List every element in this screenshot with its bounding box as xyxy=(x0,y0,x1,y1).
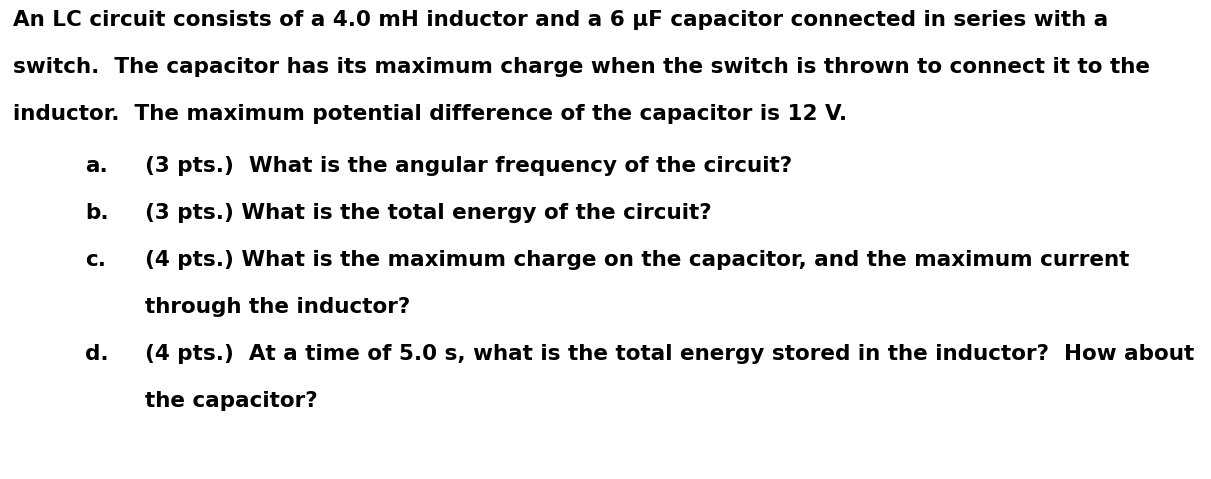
Text: (4 pts.)  At a time of 5.0 s, what is the total energy stored in the inductor?  : (4 pts.) At a time of 5.0 s, what is the… xyxy=(145,344,1194,364)
Text: a.: a. xyxy=(85,156,108,176)
Text: switch.  The capacitor has its maximum charge when the switch is thrown to conne: switch. The capacitor has its maximum ch… xyxy=(13,57,1150,77)
Text: the capacitor?: the capacitor? xyxy=(145,391,317,411)
Text: (3 pts.)  What is the angular frequency of the circuit?: (3 pts.) What is the angular frequency o… xyxy=(145,156,792,176)
Text: b.: b. xyxy=(85,203,109,223)
Text: c.: c. xyxy=(85,250,107,270)
Text: through the inductor?: through the inductor? xyxy=(145,297,411,317)
Text: d.: d. xyxy=(85,344,109,364)
Text: (3 pts.) What is the total energy of the circuit?: (3 pts.) What is the total energy of the… xyxy=(145,203,712,223)
Text: An LC circuit consists of a 4.0 mH inductor and a 6 μF capacitor connected in se: An LC circuit consists of a 4.0 mH induc… xyxy=(13,10,1108,30)
Text: inductor.  The maximum potential difference of the capacitor is 12 V.: inductor. The maximum potential differen… xyxy=(13,104,848,124)
Text: (4 pts.) What is the maximum charge on the capacitor, and the maximum current: (4 pts.) What is the maximum charge on t… xyxy=(145,250,1130,270)
